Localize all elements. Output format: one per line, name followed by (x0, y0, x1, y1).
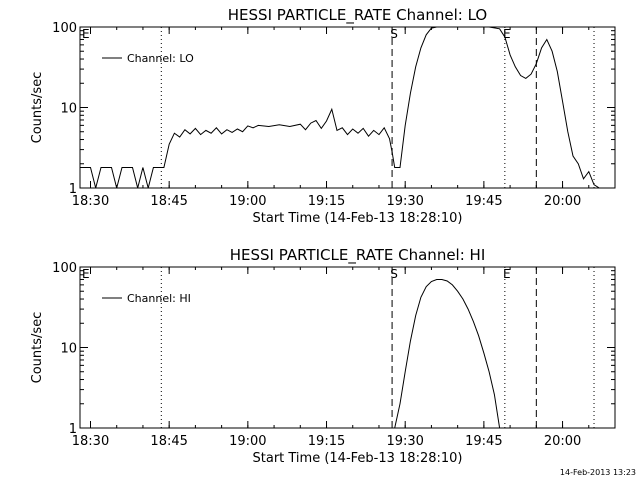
y-axis-label: Counts/sec (30, 72, 45, 144)
x-tick-label: 19:00 (229, 194, 266, 209)
x-tick-label: 19:30 (386, 434, 423, 449)
x-tick-label: 18:30 (72, 194, 109, 209)
event-marker-label: E (503, 27, 511, 41)
corner-marker-label: E (82, 27, 90, 41)
y-axis-label: Counts/sec (30, 312, 45, 384)
x-tick-label: 19:15 (308, 434, 345, 449)
corner-marker-label: E (82, 267, 90, 281)
x-tick-label: 19:00 (229, 434, 266, 449)
x-tick-label: 18:45 (150, 434, 187, 449)
y-tick-label: 1 (69, 422, 77, 437)
plot-frame (79, 266, 616, 429)
x-tick-label: 19:15 (308, 194, 345, 209)
plot-frame (79, 26, 616, 189)
chart-panel-hi: HESSI PARTICLE_RATE Channel: HI Counts/se… (30, 246, 616, 466)
chart-panel-lo: HESSI PARTICLE_RATE Channel: LO Counts/se… (30, 6, 616, 226)
event-marker-label: S (390, 267, 398, 281)
event-marker-label: E (503, 267, 511, 281)
y-tick-label: 100 (52, 21, 77, 36)
x-tick-label: 19:45 (465, 194, 502, 209)
footer-timestamp: 14-Feb-2013 13:23 (560, 468, 636, 477)
legend-label: Channel: HI (127, 292, 191, 305)
x-tick-label: 18:30 (72, 434, 109, 449)
y-tick-label: 10 (60, 102, 77, 117)
series-line (394, 279, 501, 428)
x-tick-label: 20:00 (544, 194, 581, 209)
x-tick-label: 19:30 (386, 194, 423, 209)
x-tick-label: 19:45 (465, 434, 502, 449)
y-tick-label: 100 (52, 261, 77, 276)
y-tick-label: 10 (60, 342, 77, 357)
chart-title: HESSI PARTICLE_RATE Channel: HI (230, 246, 486, 265)
x-tick-label: 18:45 (150, 194, 187, 209)
chart-title: HESSI PARTICLE_RATE Channel: LO (228, 6, 487, 25)
x-axis-label: Start Time (14-Feb-13 18:28:10) (253, 451, 463, 466)
y-tick-label: 1 (69, 182, 77, 197)
legend-label: Channel: LO (127, 52, 194, 65)
event-marker-label: S (390, 27, 398, 41)
series-line (80, 27, 600, 188)
x-axis-label: Start Time (14-Feb-13 18:28:10) (253, 211, 463, 226)
x-tick-label: 20:00 (544, 434, 581, 449)
